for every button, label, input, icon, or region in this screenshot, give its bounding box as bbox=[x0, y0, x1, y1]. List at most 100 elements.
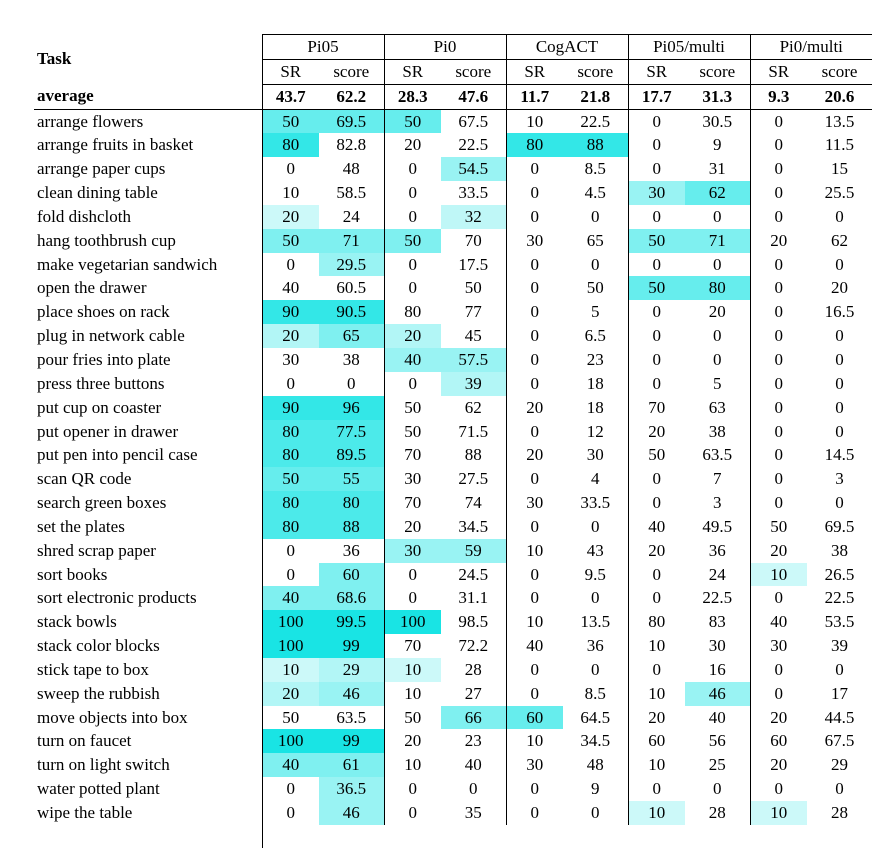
average-value: 21.8 bbox=[563, 84, 628, 110]
score-cell: 88 bbox=[464, 445, 482, 465]
sr-cell: 0 bbox=[749, 347, 807, 372]
results-table: Task Pi05 Pi0 CogACT Pi05/multi Pi0/mult… bbox=[34, 34, 872, 825]
sr-cell: 10 bbox=[505, 610, 563, 635]
average-label: average bbox=[34, 84, 262, 110]
sr-column-header: SR bbox=[261, 59, 319, 85]
sr-cell: 0 bbox=[383, 252, 441, 277]
sr-cell: 100 bbox=[261, 729, 319, 754]
sr-cell: 0 bbox=[627, 157, 685, 182]
score-cell: 67.5 bbox=[824, 731, 855, 751]
score-column-header: score bbox=[319, 59, 384, 85]
sr-cell: 40 bbox=[749, 610, 807, 635]
task-name: set the plates bbox=[37, 516, 125, 536]
score-cell: 0 bbox=[713, 326, 722, 346]
task-name: clean dining table bbox=[37, 183, 158, 203]
score-cell: 0 bbox=[713, 349, 722, 369]
score-cell: 18 bbox=[586, 373, 604, 393]
score-cell: 65 bbox=[319, 324, 384, 348]
sr-cell: 10 bbox=[383, 753, 441, 778]
score-cell: 53.5 bbox=[824, 612, 855, 632]
sr-cell: 0 bbox=[383, 204, 441, 229]
table-row: place shoes on rack 90 90.5 80 77 0 5 0 20 0 16.5 bbox=[34, 300, 872, 325]
sr-cell: 60 bbox=[627, 729, 685, 754]
sr-cell: 0 bbox=[749, 443, 807, 468]
table-row: wipe the table 0 46 0 35 0 0 10 28 10 28 bbox=[34, 801, 872, 825]
score-cell: 15 bbox=[831, 159, 848, 179]
score-cell: 26.5 bbox=[824, 564, 855, 584]
group-header-pi05-multi: Pi05/multi bbox=[627, 34, 750, 60]
score-cell: 38 bbox=[708, 421, 726, 441]
sr-column-header: SR bbox=[627, 59, 685, 85]
score-cell: 57.5 bbox=[441, 347, 506, 372]
sr-cell: 70 bbox=[383, 634, 441, 658]
sr-cell: 40 bbox=[261, 586, 319, 611]
task-name: sort books bbox=[37, 564, 108, 584]
score-cell: 0 bbox=[591, 659, 600, 679]
sr-cell: 0 bbox=[261, 538, 319, 563]
sr-cell: 0 bbox=[383, 777, 441, 801]
score-cell: 25 bbox=[708, 755, 726, 775]
sr-cell: 50 bbox=[261, 109, 319, 134]
sr-cell: 0 bbox=[749, 419, 807, 444]
score-cell: 33.5 bbox=[458, 183, 489, 203]
score-cell: 83 bbox=[708, 612, 726, 632]
task-name: stack color blocks bbox=[37, 636, 160, 656]
score-cell: 0 bbox=[835, 421, 844, 441]
score-cell: 13.5 bbox=[580, 612, 611, 632]
score-cell: 48 bbox=[586, 755, 604, 775]
task-name: make vegetarian sandwich bbox=[37, 254, 218, 274]
sr-cell: 0 bbox=[749, 777, 807, 801]
table-row: put pen into pencil case 80 89.5 70 88 20 30 50… bbox=[34, 443, 872, 468]
score-cell: 59 bbox=[441, 538, 506, 563]
sr-cell: 20 bbox=[383, 133, 441, 158]
score-cell: 16.5 bbox=[824, 302, 855, 322]
score-cell: 29 bbox=[831, 755, 848, 775]
average-value: 62.2 bbox=[319, 84, 384, 110]
sr-cell: 10 bbox=[505, 109, 563, 134]
sr-cell: 10 bbox=[627, 634, 685, 658]
sr-cell: 40 bbox=[261, 276, 319, 301]
sr-cell: 60 bbox=[505, 705, 563, 730]
score-cell: 22.5 bbox=[702, 588, 733, 608]
score-cell: 71 bbox=[685, 228, 750, 253]
score-cell: 54.5 bbox=[441, 157, 506, 182]
sr-column-header: SR bbox=[383, 59, 441, 85]
score-cell: 46 bbox=[319, 681, 384, 706]
table-row: open the drawer 40 60.5 0 50 0 50 50 80 0 20 bbox=[34, 276, 872, 301]
sr-cell: 0 bbox=[505, 324, 563, 348]
sr-cell: 0 bbox=[505, 801, 563, 825]
sr-cell: 30 bbox=[383, 467, 441, 492]
score-cell: 31 bbox=[708, 159, 726, 179]
score-cell: 98.5 bbox=[458, 612, 489, 632]
sr-cell: 20 bbox=[749, 753, 807, 778]
sr-cell: 70 bbox=[627, 395, 685, 420]
score-cell: 18 bbox=[586, 397, 604, 417]
score-cell: 65 bbox=[586, 230, 604, 250]
sr-cell: 0 bbox=[383, 562, 441, 587]
score-cell: 39 bbox=[831, 636, 848, 656]
score-cell: 64.5 bbox=[580, 707, 611, 727]
score-cell: 0 bbox=[591, 206, 600, 226]
score-cell: 29.5 bbox=[319, 252, 384, 277]
score-cell: 69.5 bbox=[319, 109, 384, 134]
sr-cell: 50 bbox=[383, 419, 441, 444]
score-cell: 0 bbox=[835, 779, 844, 799]
score-cell: 0 bbox=[835, 206, 844, 226]
score-cell: 0 bbox=[835, 326, 844, 346]
score-cell: 17.5 bbox=[458, 254, 489, 274]
average-row: average 43.7 62.2 28.3 47.6 11.7 21.8 17… bbox=[34, 84, 872, 110]
score-cell: 99 bbox=[319, 729, 384, 754]
sr-cell: 0 bbox=[505, 157, 563, 182]
sr-cell: 10 bbox=[383, 681, 441, 706]
table-row: turn on light switch 40 61 10 40 30 48 10 25 20 29 bbox=[34, 753, 872, 778]
task-name: turn on faucet bbox=[37, 731, 132, 751]
task-name: water potted plant bbox=[37, 779, 160, 799]
score-cell: 48 bbox=[342, 159, 360, 179]
score-column-header: score bbox=[685, 59, 750, 85]
task-name: hang toothbrush cup bbox=[37, 230, 176, 250]
sr-cell: 40 bbox=[505, 634, 563, 658]
task-name: arrange fruits in basket bbox=[37, 135, 194, 155]
sr-cell: 0 bbox=[627, 300, 685, 325]
score-cell: 71.5 bbox=[458, 421, 489, 441]
score-cell: 0 bbox=[713, 779, 722, 799]
